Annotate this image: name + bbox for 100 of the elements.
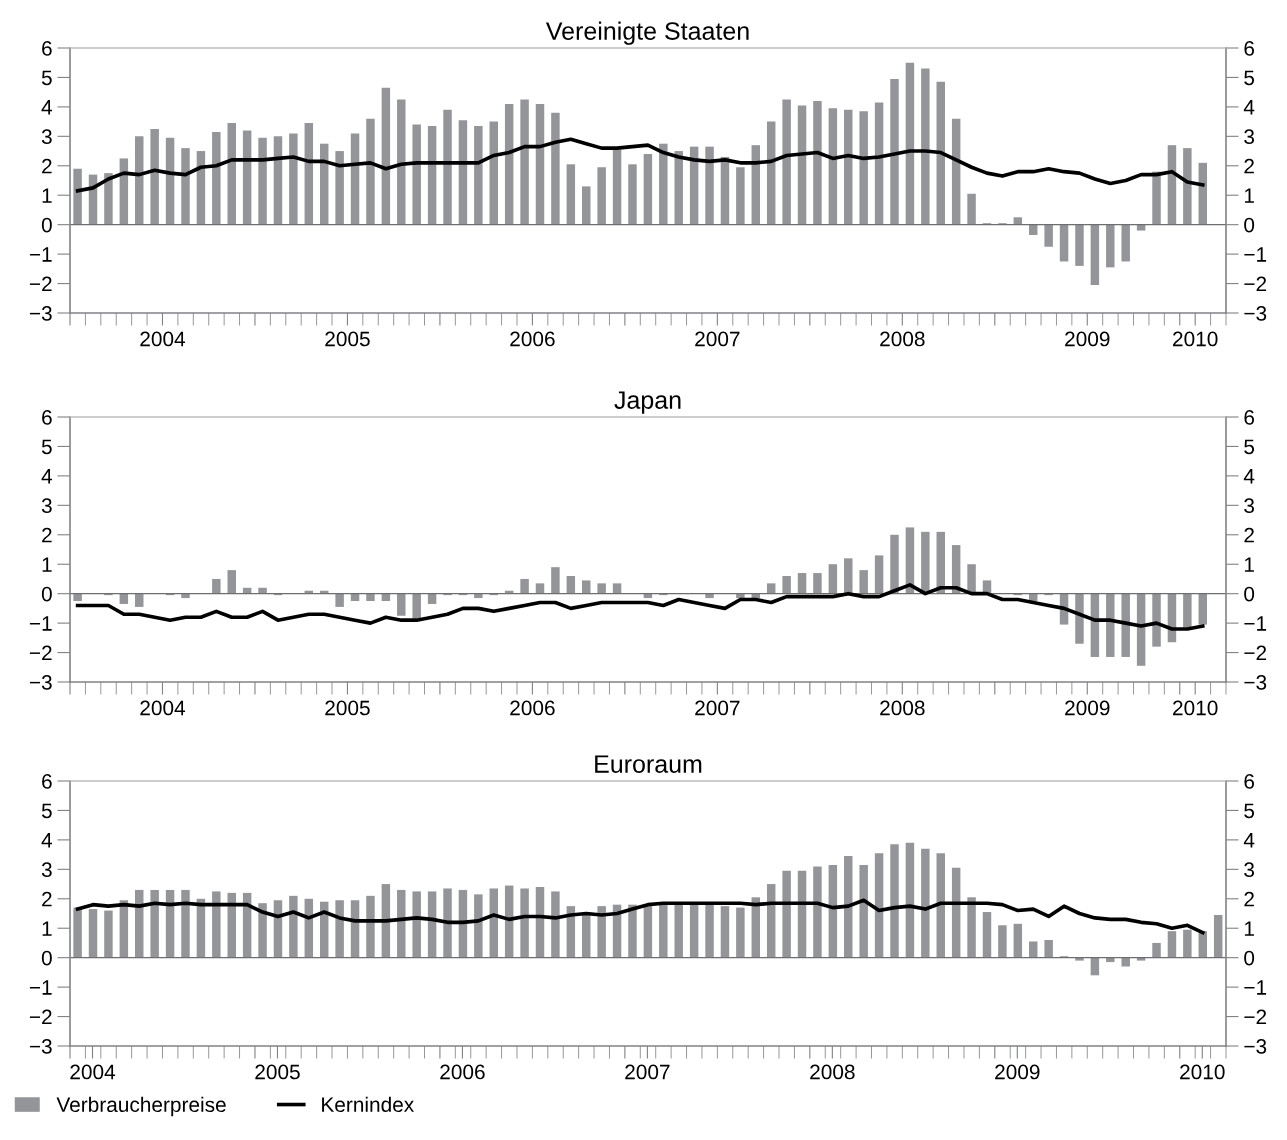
bar <box>474 593 483 599</box>
bar <box>258 903 267 958</box>
bar <box>335 593 344 607</box>
bar <box>705 904 714 958</box>
bar <box>242 130 252 225</box>
bar <box>1183 593 1192 628</box>
bar <box>443 888 452 958</box>
bar <box>582 186 591 225</box>
x-tick-label: 2009 <box>1065 700 1110 716</box>
x-tick-label: 2009 <box>995 1064 1040 1080</box>
bar <box>1075 224 1084 266</box>
x-tick-label: 2007 <box>695 700 740 716</box>
bar <box>659 143 668 225</box>
bar <box>427 126 437 225</box>
chart-title: Japan <box>614 391 681 414</box>
y2-tick-label: 1 <box>1244 188 1254 203</box>
y-tick-label: 6 <box>42 774 52 789</box>
bar <box>874 555 884 594</box>
x-tick-label: 2008 <box>880 331 925 347</box>
bar <box>212 578 221 594</box>
bar <box>350 133 360 225</box>
x-tick-label: 2010 <box>1180 1064 1225 1080</box>
bar <box>335 151 344 225</box>
x-tick-label: 2007 <box>695 331 740 347</box>
y2-tick-label: 0 <box>1244 586 1255 602</box>
y-tick-label: −3 <box>29 306 52 321</box>
y2-tick-label: 0 <box>1244 217 1255 233</box>
bar <box>1121 593 1130 657</box>
y2-tick-label: −3 <box>1244 675 1267 690</box>
bar <box>489 121 498 225</box>
y2-tick-label: 6 <box>1244 410 1255 425</box>
bar <box>1028 941 1038 958</box>
bar <box>551 891 560 958</box>
bar <box>736 907 745 958</box>
bar <box>705 146 714 225</box>
bar <box>304 123 314 225</box>
bar <box>551 567 560 594</box>
bar <box>828 108 838 225</box>
bar <box>859 111 868 225</box>
bar <box>535 103 545 225</box>
bar <box>797 105 807 225</box>
bar <box>1136 957 1146 961</box>
bar <box>998 925 1007 958</box>
bar <box>1121 224 1130 262</box>
bar <box>520 888 529 958</box>
bar <box>982 912 992 958</box>
bar <box>1121 957 1130 967</box>
x-tick-label: 2005 <box>325 331 370 347</box>
bar <box>412 593 421 619</box>
y-tick-label: 5 <box>41 803 52 819</box>
bar <box>119 593 129 604</box>
line-series <box>75 583 1205 631</box>
y-tick-label: 5 <box>41 70 52 86</box>
y-tick-label: 0 <box>41 217 52 233</box>
bar <box>905 842 915 958</box>
bar <box>474 126 483 225</box>
bar <box>289 133 298 225</box>
bar <box>381 593 391 602</box>
bar <box>135 136 144 225</box>
bar <box>582 580 591 594</box>
bar <box>921 531 930 594</box>
y2-tick-label: 4 <box>1243 833 1255 848</box>
bar <box>828 564 838 594</box>
y-tick-label: 2 <box>42 158 52 174</box>
bar <box>921 848 930 958</box>
bar <box>1136 224 1146 231</box>
bar <box>273 136 283 225</box>
y-tick-label: 3 <box>41 498 52 514</box>
bar <box>566 576 576 594</box>
bar <box>782 870 791 958</box>
bar <box>736 167 745 225</box>
bar <box>366 118 375 225</box>
y2-tick-label: 5 <box>1244 803 1255 819</box>
bar <box>659 904 668 958</box>
y-tick-label: −1 <box>29 980 52 995</box>
bar <box>705 593 714 599</box>
y2-tick-label: 2 <box>1244 527 1254 543</box>
y-tick-label: 1 <box>42 557 52 572</box>
bar <box>1106 593 1115 657</box>
bar <box>890 78 899 225</box>
y2-tick-label: −1 <box>1244 247 1267 262</box>
bar <box>1136 593 1146 666</box>
bar <box>289 895 298 958</box>
bar <box>135 593 144 607</box>
y2-tick-label: −2 <box>1244 1009 1267 1025</box>
bar <box>1090 957 1100 976</box>
bar <box>474 894 483 958</box>
bar <box>1013 923 1023 958</box>
bar <box>936 853 945 958</box>
bar <box>766 583 776 594</box>
bar <box>1106 224 1115 268</box>
bar <box>350 593 360 602</box>
bar <box>1044 940 1053 958</box>
bar <box>844 109 853 225</box>
bar <box>782 99 791 225</box>
y2-tick-label: 0 <box>1244 950 1255 966</box>
line-series <box>75 137 1205 193</box>
bar <box>643 906 653 958</box>
x-tick-label: 2004 <box>140 700 186 716</box>
y2-tick-label: −3 <box>1244 1039 1267 1054</box>
